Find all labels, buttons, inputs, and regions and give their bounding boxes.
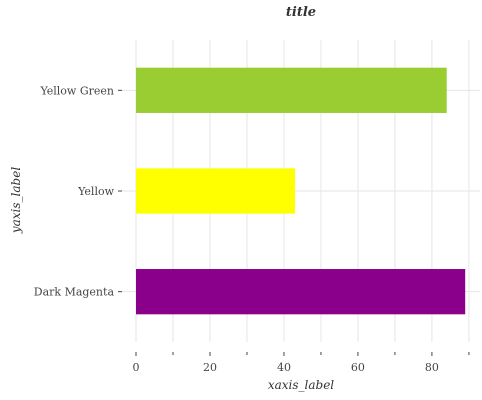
- y-tick-label: Dark Magenta: [34, 286, 115, 299]
- x-axis-label: xaxis_label: [268, 378, 334, 392]
- bar: [136, 67, 447, 113]
- x-tick-label: 60: [351, 361, 365, 374]
- chart-title: title: [286, 5, 316, 20]
- x-tick-label: 40: [277, 361, 291, 374]
- y-tick-label: Yellow: [77, 185, 114, 198]
- x-tick-label: 80: [425, 361, 439, 374]
- y-tick-label: Yellow Green: [39, 84, 114, 97]
- x-tick-label: 0: [133, 361, 140, 374]
- y-axis-label: yaxis_label: [9, 167, 23, 234]
- bar: [136, 269, 466, 315]
- x-tick-label: 20: [203, 361, 217, 374]
- bar: [136, 168, 296, 214]
